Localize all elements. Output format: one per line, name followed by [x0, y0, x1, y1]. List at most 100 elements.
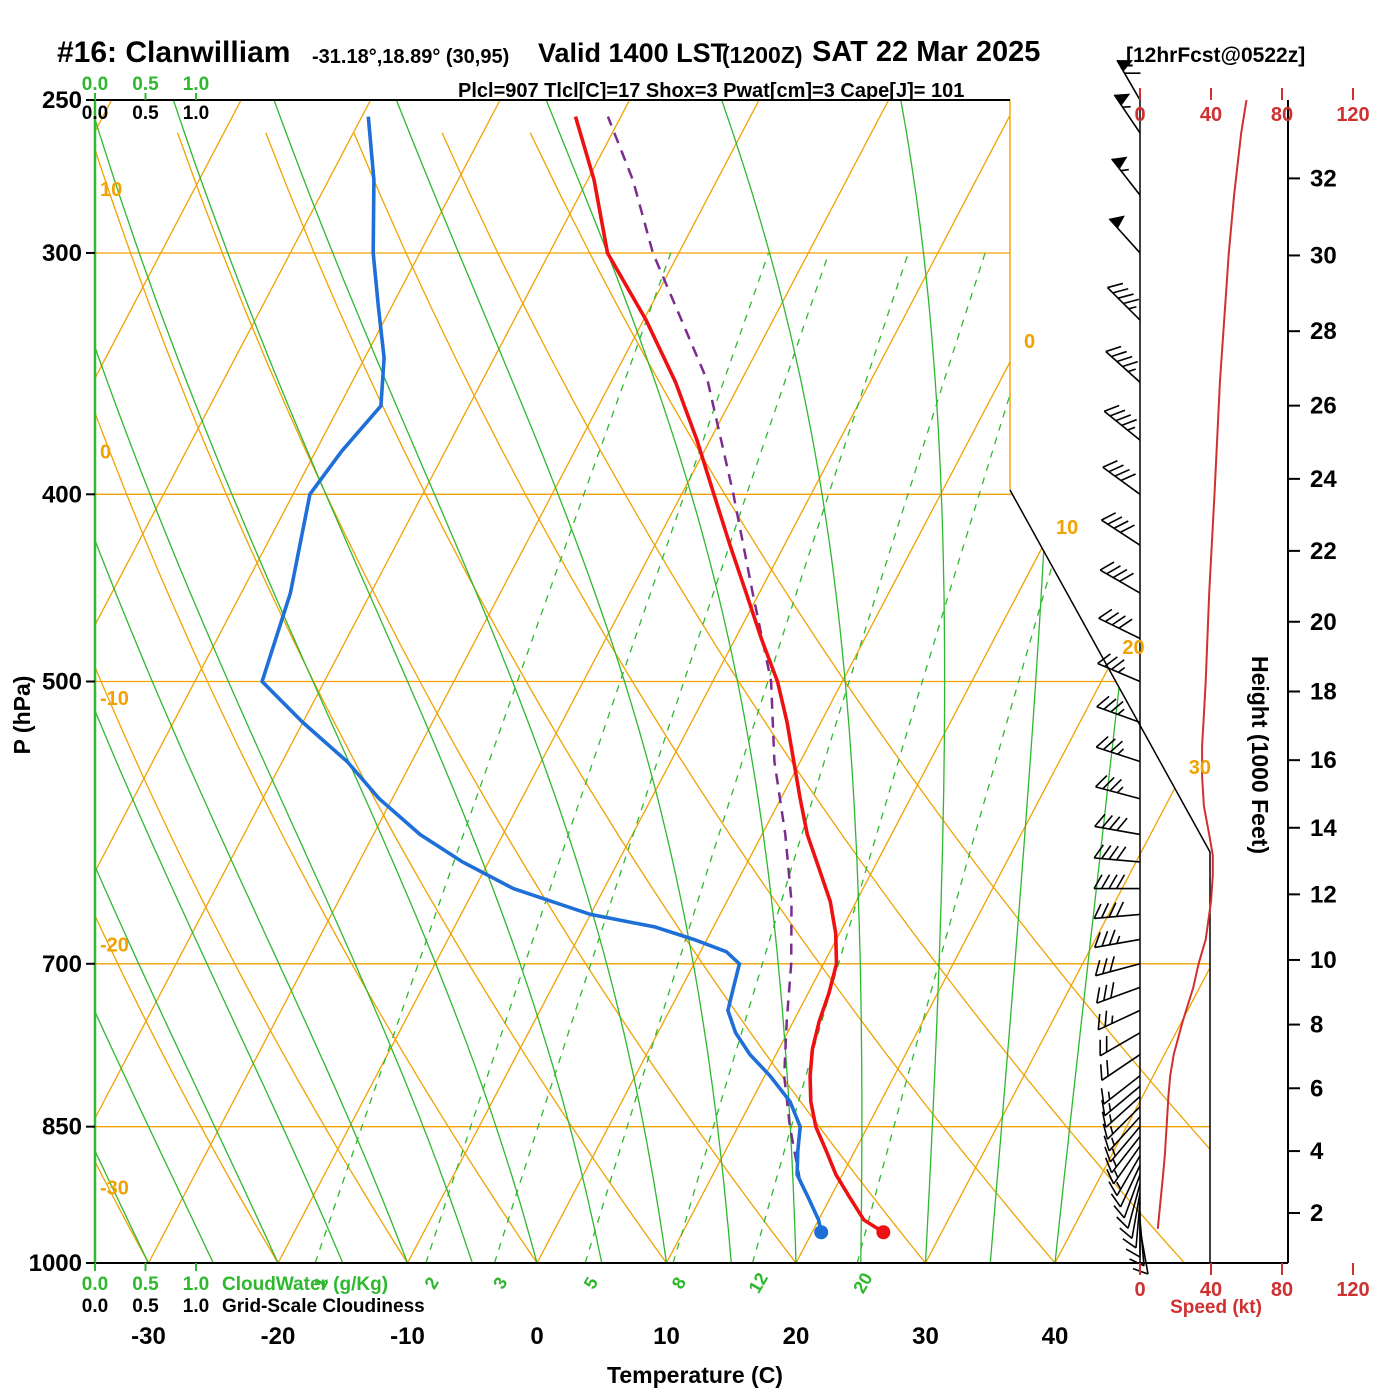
svg-text:8: 8 — [1310, 1012, 1323, 1039]
svg-text:P (hPa): P (hPa) — [9, 676, 35, 755]
svg-text:2: 2 — [421, 1274, 443, 1293]
wind-barb — [1102, 460, 1141, 495]
svg-text:40: 40 — [1200, 1279, 1222, 1301]
wind-barb — [1097, 1009, 1141, 1031]
background-grid — [95, 100, 1210, 1263]
svg-text:30: 30 — [1189, 757, 1211, 779]
svg-text:0.0: 0.0 — [82, 1296, 108, 1317]
svg-text:0: 0 — [1134, 1279, 1145, 1301]
svg-text:-30: -30 — [131, 1323, 166, 1350]
wind-barb — [1122, 1202, 1141, 1249]
svg-text:500: 500 — [42, 669, 82, 696]
wind-barbs — [1093, 59, 1149, 1275]
svg-text:40: 40 — [1200, 104, 1222, 126]
svg-text:20: 20 — [783, 1323, 810, 1350]
wind-barb — [1113, 93, 1141, 134]
svg-text:20: 20 — [1310, 609, 1337, 636]
wind-barb — [1110, 1164, 1141, 1208]
svg-text:-30: -30 — [100, 1178, 129, 1200]
svg-text:250: 250 — [42, 87, 82, 114]
svg-text:0.5: 0.5 — [132, 74, 159, 95]
svg-text:0.0: 0.0 — [82, 1274, 108, 1295]
svg-text:1000: 1000 — [29, 1250, 82, 1277]
svg-text:16: 16 — [1310, 747, 1337, 774]
wind-barb — [1103, 1116, 1141, 1152]
svg-text:0.5: 0.5 — [132, 103, 159, 124]
wind-barb — [1100, 512, 1141, 546]
temperature-curve — [573, 116, 885, 1234]
wind-barb — [1093, 901, 1141, 920]
svg-text:5: 5 — [580, 1274, 602, 1293]
svg-text:120: 120 — [1336, 1279, 1369, 1301]
svg-text:Speed (kt): Speed (kt) — [1170, 1297, 1262, 1318]
svg-text:32: 32 — [1310, 165, 1337, 192]
svg-text:24: 24 — [1310, 466, 1337, 493]
wind-barb — [1106, 282, 1141, 321]
svg-text:0.5: 0.5 — [132, 1296, 159, 1317]
wind-barb — [1108, 1155, 1141, 1196]
wind-barb — [1102, 1106, 1141, 1140]
svg-text:80: 80 — [1271, 1279, 1293, 1301]
svg-text:8: 8 — [668, 1274, 690, 1293]
wind-barb — [1097, 653, 1141, 683]
svg-text:14: 14 — [1310, 815, 1337, 842]
svg-text:1.0: 1.0 — [183, 1274, 209, 1295]
station-title: #16: Clanwilliam — [57, 36, 291, 69]
svg-text:20: 20 — [1122, 637, 1144, 659]
svg-text:10: 10 — [1310, 947, 1337, 974]
svg-text:0: 0 — [1024, 331, 1035, 353]
wind-barb — [1093, 929, 1141, 949]
wind-barb — [1096, 695, 1141, 724]
wind-barb — [1106, 1145, 1141, 1185]
wind-barb — [1104, 1135, 1141, 1174]
wind-barb — [1093, 874, 1140, 890]
svg-text:850: 850 — [42, 1114, 82, 1141]
svg-text:0.5: 0.5 — [132, 1274, 159, 1295]
sounding-profiles — [260, 116, 885, 1234]
svg-text:CloudWater (g/Kg): CloudWater (g/Kg) — [222, 1274, 388, 1295]
svg-text:10: 10 — [653, 1323, 680, 1350]
wind-barb — [1095, 774, 1141, 800]
wind-barb — [1095, 982, 1141, 1004]
wind-barb — [1098, 608, 1141, 640]
svg-text:0: 0 — [100, 441, 111, 463]
svg-text:12: 12 — [745, 1269, 772, 1296]
svg-text:12: 12 — [1310, 881, 1337, 908]
svg-text:700: 700 — [42, 951, 82, 978]
dewpoint-curve — [260, 116, 823, 1233]
wind-barb — [1100, 1075, 1141, 1105]
svg-text:-10: -10 — [390, 1323, 425, 1350]
valid-time: Valid 1400 LST — [538, 38, 728, 68]
svg-text:10: 10 — [100, 179, 122, 201]
svg-text:0: 0 — [530, 1323, 543, 1350]
station-coords: -31.18°,18.89° (30,95) — [312, 46, 510, 68]
wind-barb — [1095, 735, 1141, 763]
svg-text:0.0: 0.0 — [82, 103, 108, 124]
svg-text:10: 10 — [1056, 517, 1078, 539]
svg-text:Height (1000 Feet): Height (1000 Feet) — [1247, 656, 1273, 854]
wind-barb — [1103, 404, 1141, 441]
svg-text:30: 30 — [1310, 242, 1337, 269]
svg-text:26: 26 — [1310, 393, 1337, 420]
wind-barb — [1116, 59, 1141, 101]
wind-barb — [1094, 956, 1141, 977]
wind-barb — [1113, 1174, 1141, 1219]
svg-text:1.0: 1.0 — [183, 74, 209, 95]
wind-barb — [1116, 1183, 1141, 1229]
svg-text:28: 28 — [1310, 318, 1337, 345]
wind-barb — [1101, 1085, 1141, 1117]
parcel-curve — [606, 116, 802, 1182]
svg-text:1.0: 1.0 — [183, 1296, 209, 1317]
svg-text:18: 18 — [1310, 679, 1337, 706]
wind-barb — [1099, 1032, 1141, 1057]
wind-barb — [1094, 813, 1141, 836]
svg-text:80: 80 — [1271, 104, 1293, 126]
wind-barb — [1125, 1211, 1141, 1258]
wind-barb — [1104, 1126, 1141, 1163]
svg-text:40: 40 — [1042, 1323, 1069, 1350]
wind-barb — [1099, 561, 1141, 594]
svg-text:Temperature (C): Temperature (C) — [607, 1362, 783, 1388]
